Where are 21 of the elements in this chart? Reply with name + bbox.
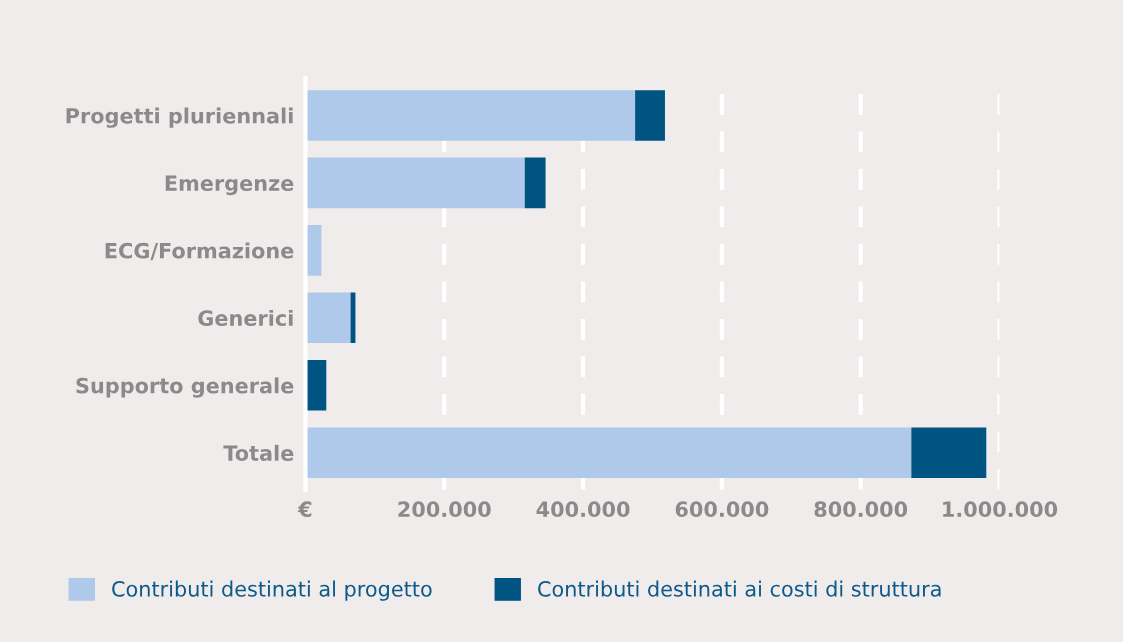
y-tick-label: Totale <box>223 444 294 461</box>
bar <box>305 157 525 209</box>
y-tick-label: ECG/Formazione <box>105 242 294 261</box>
x-tick-label: 1.000.000 <box>943 501 1058 518</box>
y-tick-label: Supporto generale <box>76 377 294 398</box>
legend-label: Contributi destinati al progetto <box>112 580 432 601</box>
bar <box>305 292 351 344</box>
x-tick-label: 400.000 <box>536 501 630 518</box>
y-tick-label: Emergenze <box>165 175 294 196</box>
bar <box>524 157 546 209</box>
x-tick-label: € <box>297 501 312 518</box>
bar <box>911 427 987 479</box>
bar <box>635 90 665 141</box>
x-tick-label: 600.000 <box>675 501 769 518</box>
x-tick-label: 200.000 <box>398 501 491 518</box>
bar <box>305 427 912 479</box>
legend-label: Contributi destinati ai costi di struttura <box>538 580 941 597</box>
y-tick-label: Progetti pluriennali <box>66 107 293 128</box>
x-tick-label: 800.000 <box>814 501 908 518</box>
bar <box>305 90 636 141</box>
y-tick-label: Generici <box>198 309 293 327</box>
